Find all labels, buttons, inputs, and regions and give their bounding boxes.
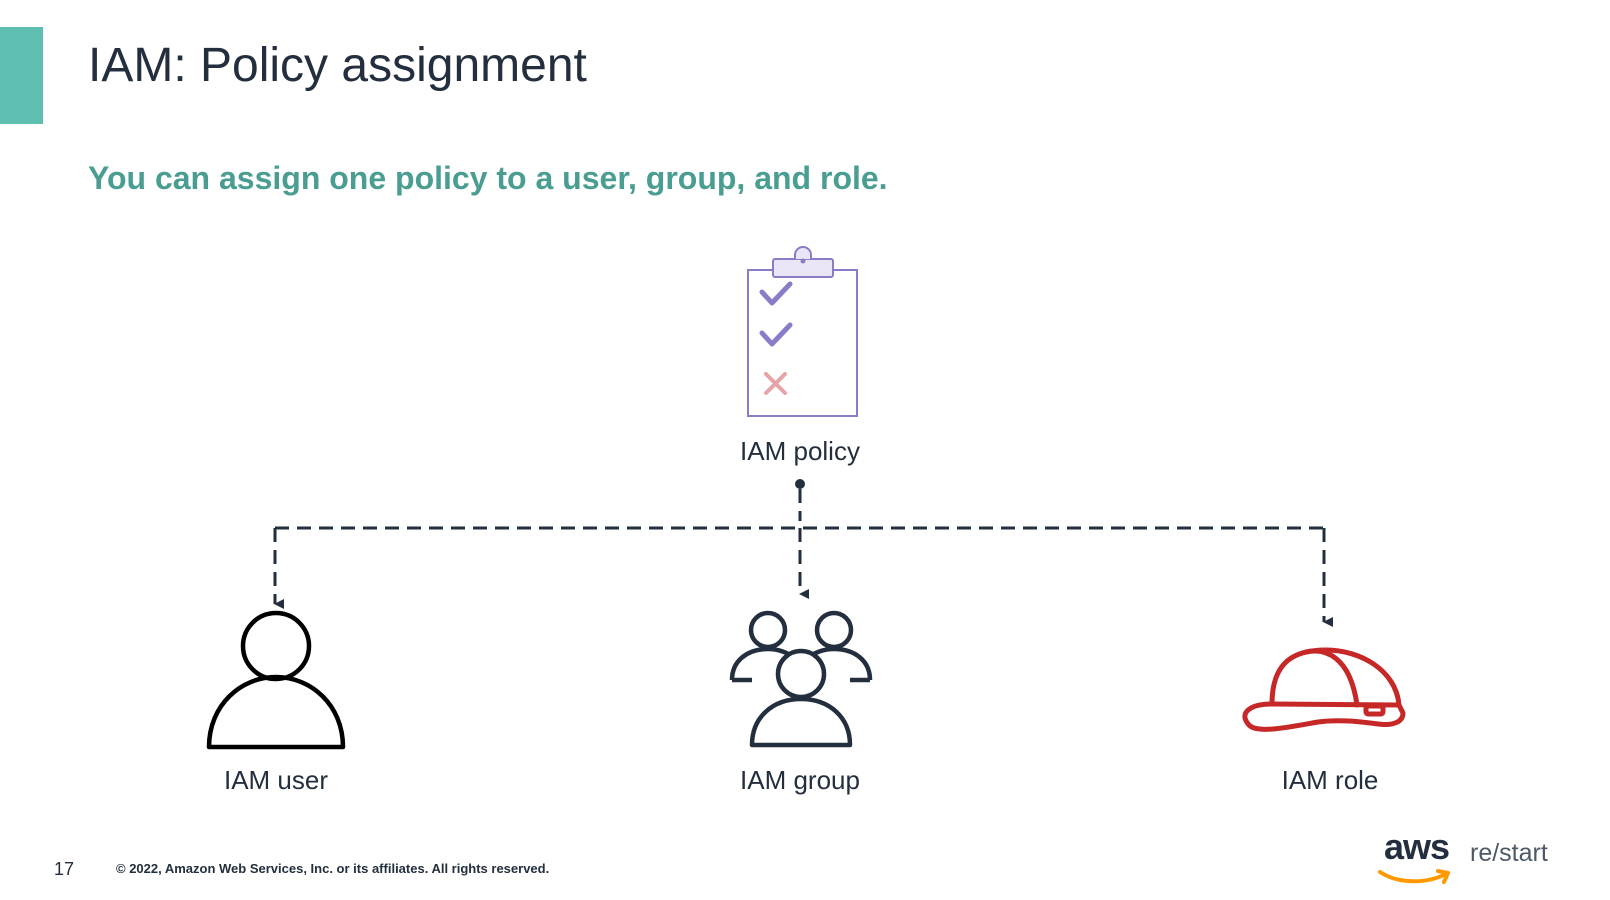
check-mark-icon — [759, 322, 793, 347]
clipboard-checklist-icon — [747, 246, 858, 417]
aws-logo: aws — [1384, 826, 1450, 867]
hard-hat-icon — [1242, 647, 1406, 732]
group-label: IAM group — [740, 765, 860, 795]
title-accent-bar — [0, 27, 43, 124]
deny-mark-icon — [764, 372, 787, 395]
page-title: IAM: Policy assignment — [88, 39, 587, 92]
connector-lines — [273, 479, 1333, 627]
check-mark-icon — [759, 281, 793, 306]
policy-label: IAM policy — [740, 436, 860, 466]
user-label: IAM user — [223, 765, 329, 795]
restart-logo-text: re/start — [1470, 839, 1548, 867]
page-number: 17 — [54, 859, 75, 879]
user-icon — [206, 610, 346, 750]
role-label: IAM role — [1281, 765, 1379, 795]
connector-origin-dot — [795, 479, 805, 489]
group-icon — [729, 610, 873, 748]
aws-smile-icon — [1378, 869, 1450, 884]
page-subtitle: You can assign one policy to a user, gro… — [88, 160, 888, 196]
copyright-notice: © 2022, Amazon Web Services, Inc. or its… — [116, 861, 550, 876]
